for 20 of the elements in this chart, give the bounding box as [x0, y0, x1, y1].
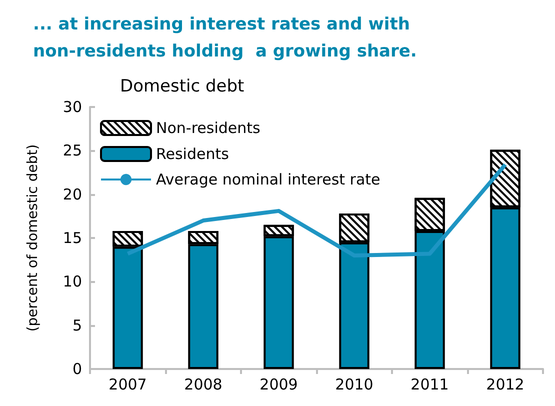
y-tick-label: 5 [72, 316, 82, 334]
line-series [126, 162, 508, 258]
x-tick-label: 2011 [410, 376, 449, 394]
x-tick-label: 2007 [108, 376, 147, 394]
x-tick-label: 2009 [260, 376, 298, 394]
x-tick-label: 2010 [335, 376, 374, 394]
y-tick-label: 30 [62, 98, 82, 116]
legend-label: Average nominal interest rate [156, 170, 380, 188]
y-tick-label: 15 [62, 229, 82, 247]
y-tick-label: 0 [72, 360, 82, 378]
x-tick-label: 2012 [486, 376, 524, 394]
y-tick-label: 10 [62, 272, 82, 291]
x-tick-label: 2008 [184, 376, 222, 394]
legend-label: Residents [156, 145, 230, 163]
y-axis-title: (percent of domestic debt) [25, 144, 41, 332]
legend-label: Non-residents [156, 119, 261, 137]
y-tick-label: 20 [62, 185, 82, 204]
y-tick-label: 25 [62, 142, 82, 160]
chart-subtitle: Domestic debt [120, 76, 245, 96]
chart-title: ... at increasing interest rates and with non-residents holding a growing share. [33, 14, 417, 62]
